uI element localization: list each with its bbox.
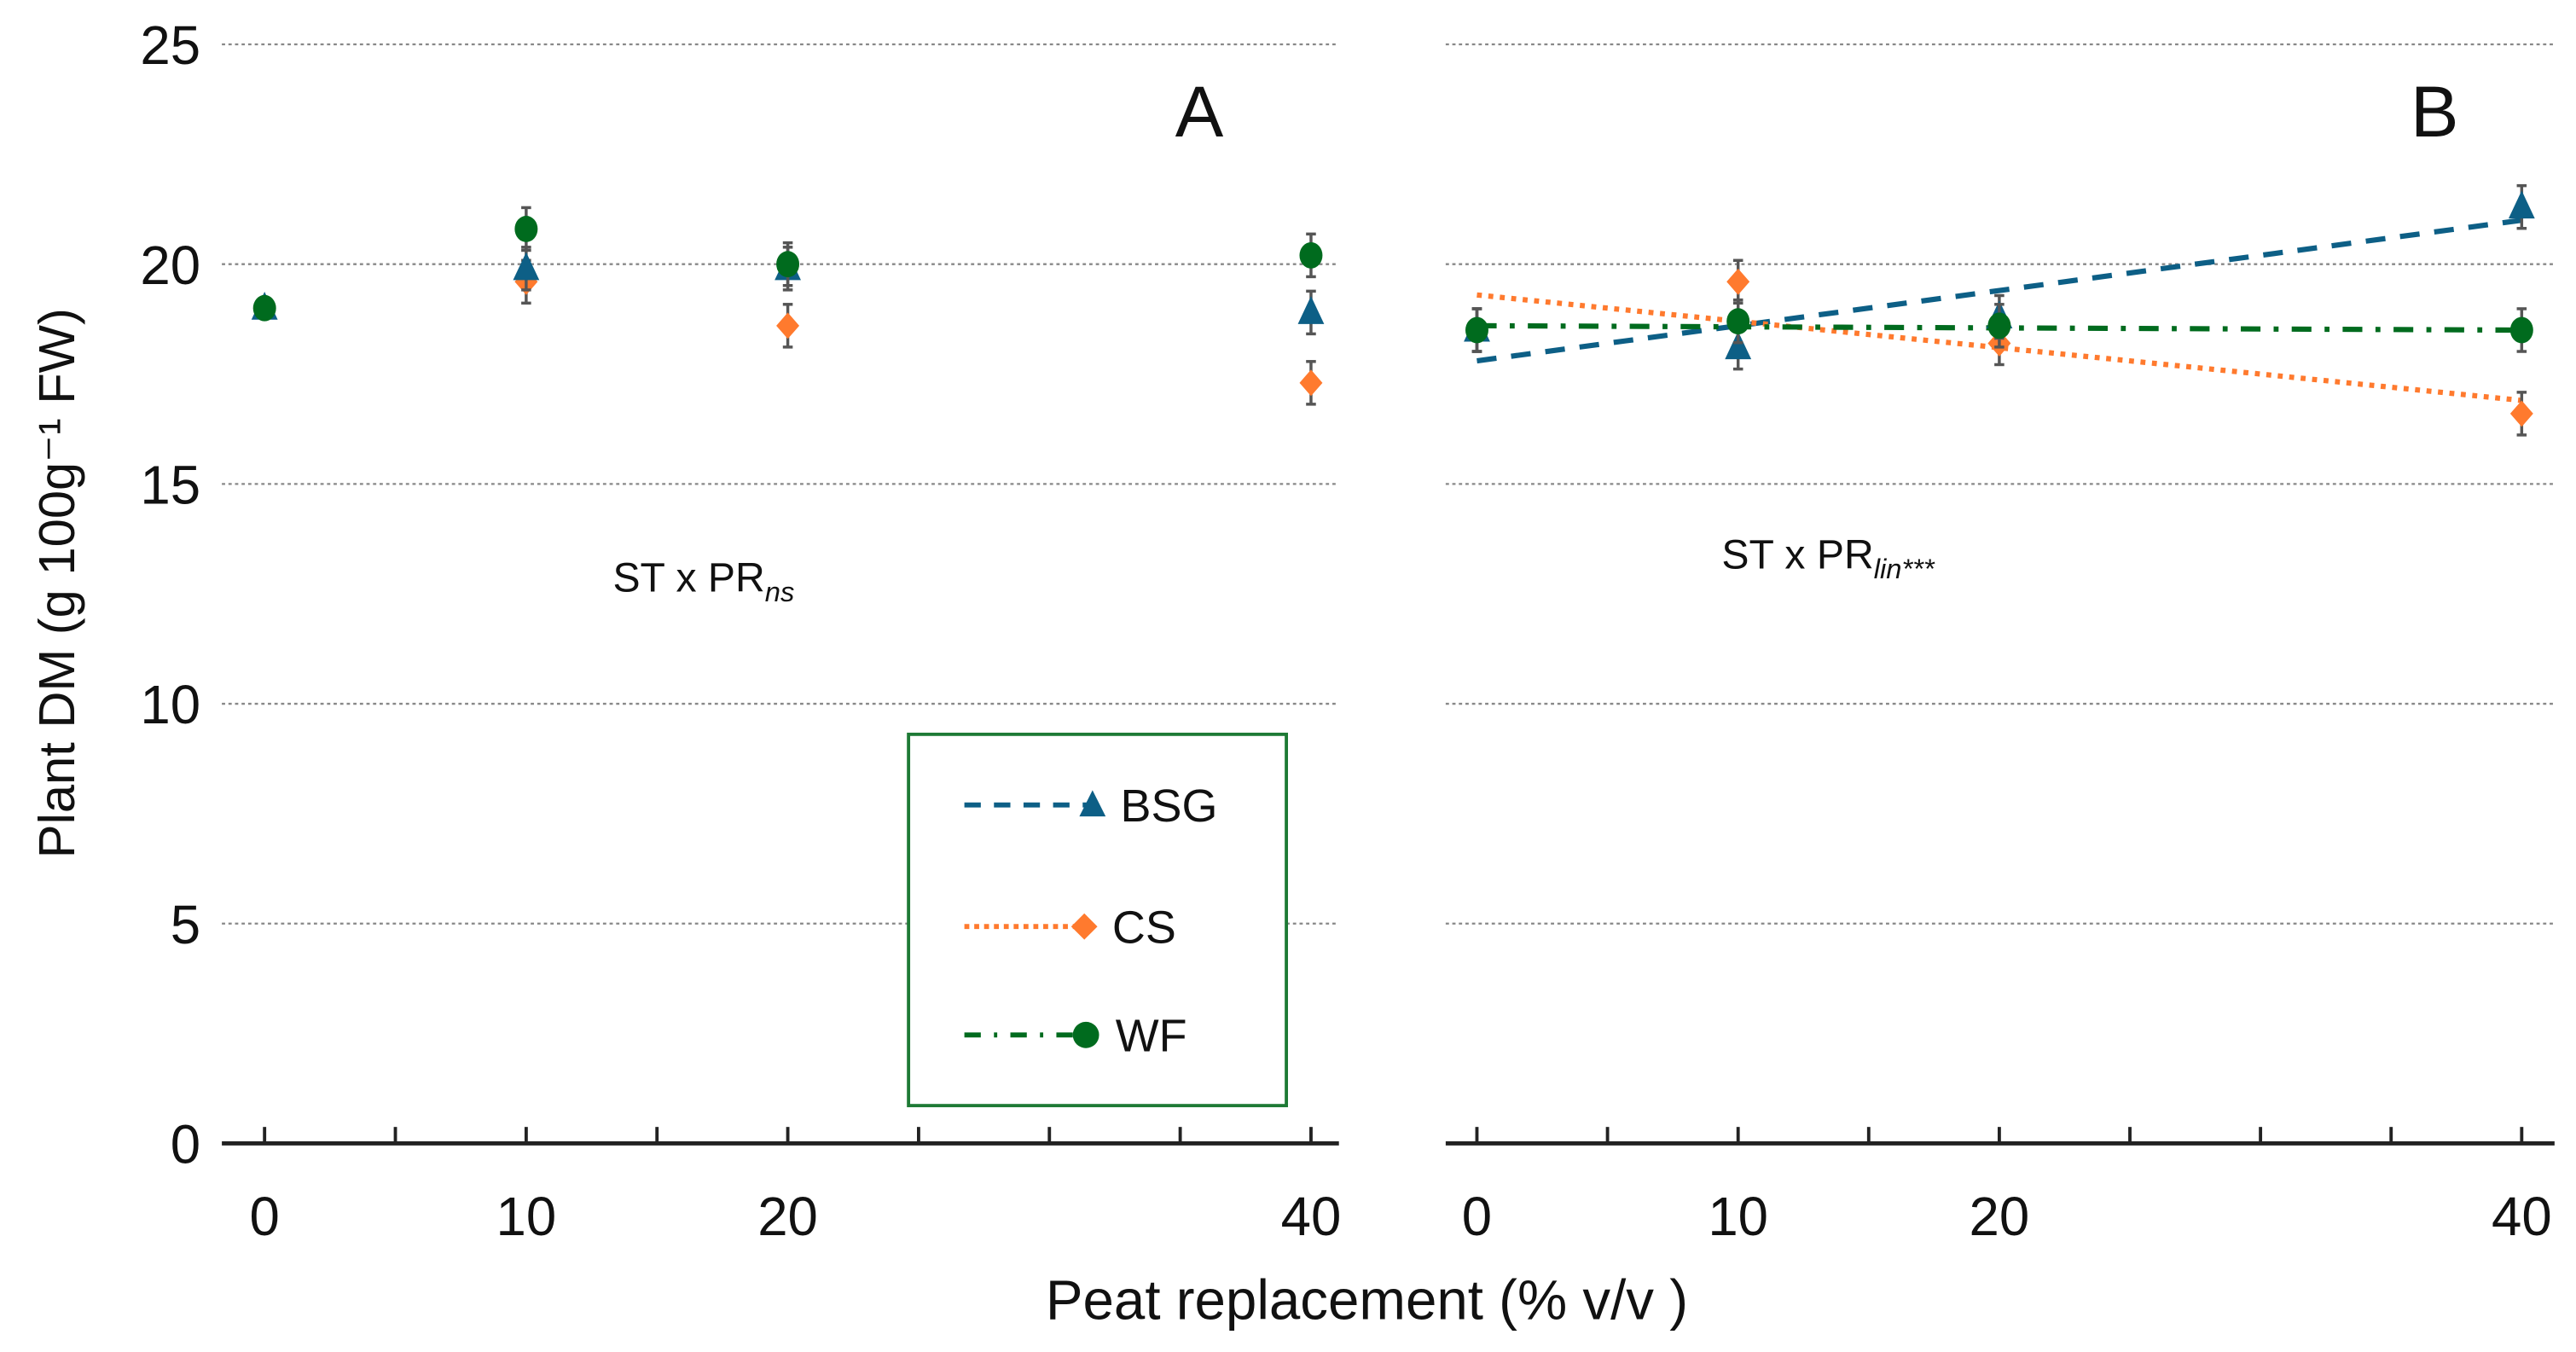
x-tick-label: 40 [1281, 1187, 1342, 1247]
point-wf [2509, 316, 2533, 344]
annotation-b-sub: lin*** [1874, 553, 1935, 584]
panel-label-b: B [2411, 71, 2459, 152]
x-tick-label: 20 [1970, 1187, 2030, 1247]
x-tick-label: 0 [1462, 1187, 1492, 1247]
point-wf [514, 216, 538, 242]
point-cs [776, 312, 800, 339]
legend-label-bsg: BSG [1121, 780, 1218, 832]
x-tick-label: 10 [1708, 1187, 1768, 1247]
point-wf [252, 294, 276, 322]
y-tick-label: 10 [140, 675, 200, 735]
y-tick-label: 25 [140, 15, 200, 76]
axes: 0 10 20 40 0 5 10 15 20 25 0 10 20 40 [140, 15, 2555, 1247]
annotation-b-main: ST x PR [1721, 531, 1873, 577]
annotation-b: ST x PRlin*** [1721, 531, 1935, 584]
gridlines [222, 43, 2555, 925]
annotation-a-main: ST x PR [612, 554, 764, 601]
panel-label-a: A [1175, 71, 1224, 152]
annotation-a: ST x PRns [612, 554, 794, 607]
point-wf [1299, 241, 1323, 269]
y-tick-label: 20 [140, 235, 200, 296]
point-bsg [1725, 331, 1752, 360]
trend-line-bsg [1477, 218, 2522, 364]
point-wf [776, 251, 800, 278]
y-tick-label: 5 [171, 895, 200, 955]
y-tick-label: 0 [171, 1115, 200, 1175]
legend-box [907, 732, 1288, 1108]
point-wf [1987, 312, 2011, 339]
x-tick-label: 0 [250, 1187, 280, 1247]
point-wf [1726, 308, 1750, 335]
trend-line-cs [1477, 292, 2522, 403]
x-axis-label: Peat replacement (% v/v ) [1046, 1268, 1688, 1331]
point-cs [1299, 369, 1323, 397]
annotation-a-sub: ns [765, 576, 795, 607]
legend-triangle-icon [1079, 790, 1106, 817]
legend-circle-icon [1072, 1021, 1099, 1048]
point-bsg [2508, 190, 2535, 219]
point-bsg [1297, 296, 1325, 324]
legend: BSG CS WF [907, 732, 1288, 1108]
point-cs [2509, 400, 2533, 427]
data-marks [251, 183, 2535, 437]
legend-label-cs: CS [1112, 902, 1176, 953]
point-bsg [513, 252, 540, 281]
legend-label-wf: WF [1116, 1011, 1187, 1062]
point-wf [1465, 316, 1488, 344]
y-axis-label: Plant DM (g 100g⁻¹ FW) [28, 308, 85, 858]
y-tick-label: 15 [140, 455, 200, 515]
x-tick-label: 10 [496, 1187, 557, 1247]
point-cs [1726, 268, 1750, 295]
x-tick-label: 20 [757, 1187, 818, 1247]
x-tick-label: 40 [2492, 1187, 2552, 1247]
